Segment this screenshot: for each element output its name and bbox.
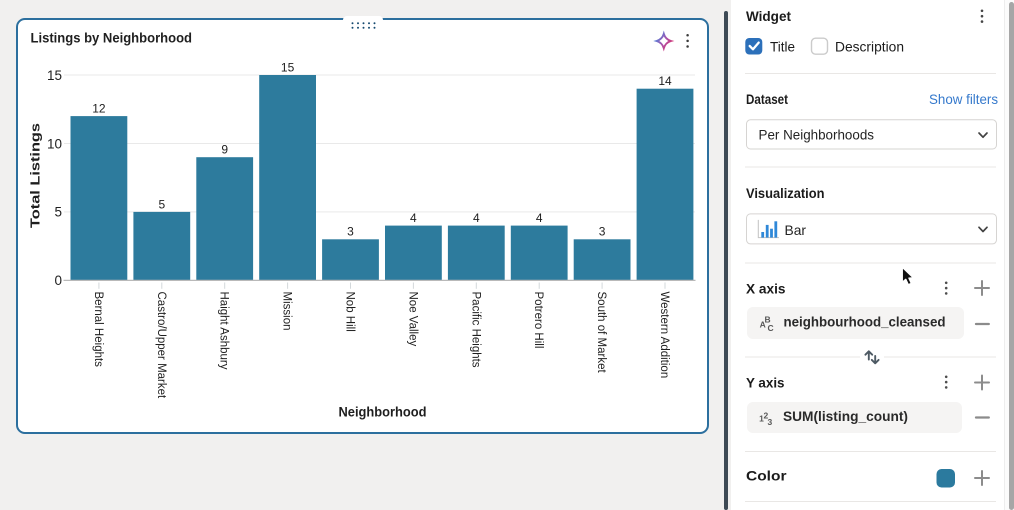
svg-text:C: C [768,323,774,333]
svg-text:5: 5 [158,197,165,211]
svg-text:Haight Ashbury: Haight Ashbury [218,292,230,370]
svg-text:South of Market: South of Market [595,292,607,374]
svg-text:4: 4 [473,211,480,225]
svg-text:Bar: Bar [785,222,807,238]
svg-text:Visualization: Visualization [746,185,825,201]
svg-text:SUM(listing_count): SUM(listing_count) [783,409,908,424]
svg-text:4: 4 [410,211,417,225]
svg-text:X axis: X axis [746,281,786,297]
svg-text:neighbourhood_cleansed: neighbourhood_cleansed [784,315,946,330]
svg-text:5: 5 [54,205,62,220]
svg-text:Mission: Mission [281,292,293,331]
svg-text:10: 10 [47,136,62,151]
svg-text:14: 14 [658,74,672,88]
svg-text:0: 0 [54,273,62,288]
svg-text:2: 2 [764,410,769,420]
svg-text:Show filters: Show filters [929,91,998,107]
svg-text:12: 12 [92,102,106,116]
svg-text:Castro/Upper Market: Castro/Upper Market [155,292,167,400]
svg-text:Description: Description [835,39,904,55]
svg-text:Y axis: Y axis [746,375,785,391]
svg-text:Title: Title [770,39,795,55]
svg-text:15: 15 [281,60,295,74]
svg-text:15: 15 [47,68,62,83]
svg-text:Bernal Heights: Bernal Heights [92,292,104,368]
svg-text:Listings by Neighborhood: Listings by Neighborhood [31,31,193,46]
svg-text:3: 3 [347,225,354,239]
svg-text:Nob Hill: Nob Hill [344,292,356,332]
svg-text:Per Neighborhoods: Per Neighborhoods [759,127,875,143]
svg-text:Total Listings: Total Listings [28,123,43,228]
svg-text:4: 4 [536,211,543,225]
svg-text:Dataset: Dataset [746,91,788,107]
svg-text:Western Addition: Western Addition [658,292,670,379]
svg-text:Widget: Widget [746,8,791,24]
svg-text:B: B [765,314,771,324]
svg-text:Pacific Heights: Pacific Heights [469,292,481,368]
svg-text:Neighborhood: Neighborhood [339,405,427,420]
svg-text:Color: Color [746,468,787,484]
svg-text:Noe Valley: Noe Valley [406,292,418,347]
svg-text:Potrero Hill: Potrero Hill [532,292,544,349]
svg-text:3: 3 [599,225,606,239]
svg-text:3: 3 [768,417,773,427]
svg-text:1: 1 [759,413,764,423]
svg-text:9: 9 [221,143,228,157]
svg-text:A: A [760,319,766,329]
